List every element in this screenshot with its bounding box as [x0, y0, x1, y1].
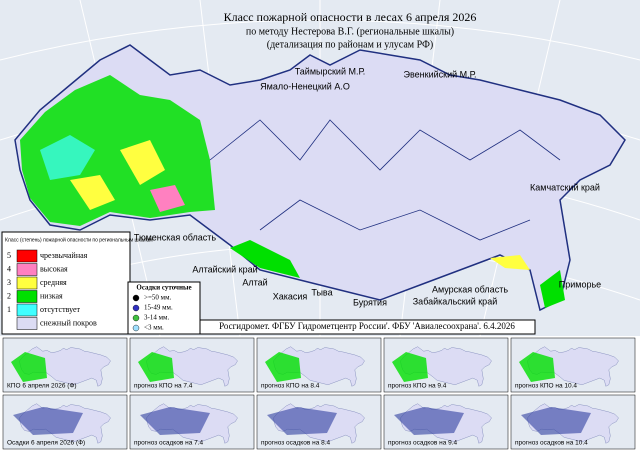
legend-class: 2	[7, 291, 11, 300]
legend-label: отсутствует	[40, 305, 81, 314]
region-label: Тыва	[311, 287, 332, 297]
legend-label: чрезвычайная	[40, 251, 88, 260]
precip-symbol	[132, 304, 140, 312]
region-label: Бурятия	[353, 297, 387, 307]
precip-title: Осадки суточные	[136, 284, 191, 292]
thumbnail-zone	[267, 407, 337, 435]
thumbnail-label: КПО 6 апреля 2026 (Ф)	[7, 383, 77, 390]
legend-swatch	[16, 263, 38, 276]
precip-label: >=50 мм.	[144, 294, 172, 302]
thumbnail-overlay	[140, 407, 210, 435]
legend-swatch	[16, 303, 38, 317]
legend-title: Класс (степень) пожарной опасности по ре…	[5, 236, 153, 243]
legend-swatch	[16, 249, 38, 263]
thumbnail-zone	[519, 352, 555, 382]
legend-swatch	[16, 290, 38, 303]
precip-label: <3 мм.	[144, 324, 164, 332]
thumbnail-zone	[394, 407, 464, 435]
legend-class: 5	[7, 251, 11, 260]
thumbnail-overlay	[519, 352, 555, 382]
precip-symbol	[132, 324, 140, 332]
title: Класс пожарной опасности в лесах 6 апрел…	[224, 10, 477, 24]
thumbnail-zone	[521, 407, 591, 435]
footer-box	[199, 319, 536, 335]
thumbnail-zone	[11, 352, 47, 382]
thumbnail-zone	[140, 407, 210, 435]
thumbnail-label: прогноз КПО на 7.4	[134, 383, 193, 390]
district-borders	[209, 119, 561, 241]
thumbnail-label: прогноз осадков на 7.4	[134, 440, 204, 447]
thumbnail-label: прогноз осадков на 10.4	[515, 440, 588, 447]
precip-label: 3-14 мм.	[144, 314, 169, 322]
region-label: Алтайский край	[192, 264, 257, 274]
thumbnail-zone	[138, 352, 174, 382]
thumbnail-overlay	[521, 407, 591, 435]
legend-swatch	[16, 317, 38, 330]
precip-label: 15-49 мм.	[144, 304, 173, 312]
fire-zones	[20, 75, 565, 308]
region-label: Алтай	[242, 277, 267, 287]
region-label: Тюменская область	[134, 232, 217, 242]
legend-label: низкая	[40, 291, 63, 300]
precip-symbol	[132, 314, 140, 322]
thumbnail-overlay	[267, 407, 337, 435]
precip-box	[127, 281, 201, 335]
thumbnail-overlay	[392, 352, 428, 382]
region-label: Ямало-Ненецкий А.О	[260, 81, 350, 91]
subtitle: по методу Нестерова В.Г. (региональные ш…	[246, 26, 454, 37]
legend-swatch	[16, 276, 38, 290]
legend-class: 1	[7, 305, 11, 314]
thumbnail-label: прогноз осадков на 9.4	[388, 440, 458, 447]
region-label: Таймырский М.Р.	[295, 66, 366, 76]
region-label: Забайкальский край	[413, 296, 497, 306]
thumbnail-label: прогноз КПО на 9.4	[388, 383, 447, 390]
thumbnail-overlay	[265, 352, 301, 382]
region-label: Камчатский край	[530, 182, 600, 192]
legend-label: средняя	[40, 278, 67, 287]
region-label: Амурская область	[432, 284, 508, 294]
thumbnail-label: прогноз КПО на 10.4	[515, 383, 577, 390]
thumbnail-zone	[265, 352, 301, 382]
thumbnail-label: Осадки 6 апреля 2026 (Ф)	[7, 440, 85, 447]
subtitle-detail: (детализация по районам и улусам РФ)	[267, 39, 434, 50]
legend-class: 3	[7, 278, 11, 287]
thumbnail-label: прогноз КПО на 8.4	[261, 383, 320, 390]
thumbnail-overlay	[138, 352, 174, 382]
region-label: Эвенкийский М.Р.	[404, 69, 477, 79]
thumbnail-overlay	[394, 407, 464, 435]
region-label: Хакасия	[273, 291, 308, 301]
legend-class: 4	[7, 264, 11, 273]
thumbnail-overlay	[13, 407, 83, 435]
legend-label: высокая	[40, 264, 68, 273]
thumbnail-zone	[13, 407, 83, 435]
thumbnail-overlay	[11, 352, 47, 382]
region-label: Приморье	[559, 279, 601, 289]
precip-symbol	[132, 294, 140, 302]
footer: Росгидромет. ФГБУ Гидрометцентр России'.…	[219, 321, 515, 331]
thumbnail-zone	[392, 352, 428, 382]
thumbnail-label: прогноз осадков на 8.4	[261, 440, 331, 447]
legend-label: снежный покров	[40, 318, 97, 327]
